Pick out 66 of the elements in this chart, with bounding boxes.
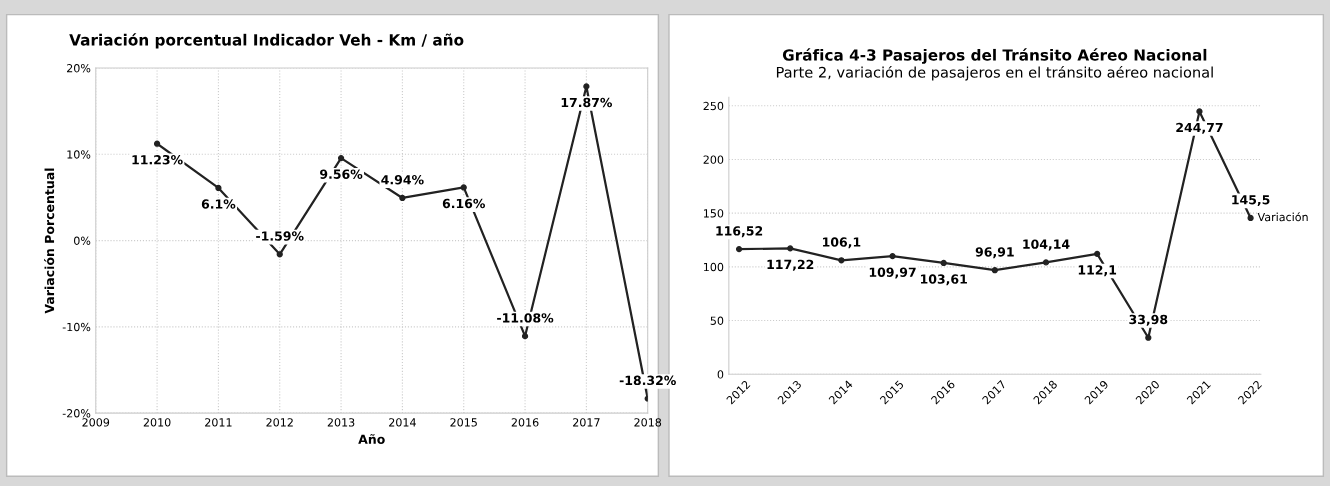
x-tick-label: 2016 [511,418,539,427]
data-label: 145,5 [1232,195,1270,207]
y-tick-label: 10% [67,150,91,159]
data-label: -18.32% [619,375,676,386]
point [215,184,222,192]
point [889,253,896,260]
x-tick-label: 2017 [573,418,600,427]
point [460,184,467,191]
data-label: 106,1 [823,237,861,249]
point [1196,108,1203,115]
x-tick-label: 2018 [634,418,662,427]
point [735,245,743,253]
data-label: 4.94% [381,174,424,185]
y-axis-title: Variación Porcentual [44,168,55,314]
point [940,259,947,267]
y-tick-label: 50 [710,316,724,325]
point [991,267,998,274]
y-tick-label: 200 [703,155,724,164]
point [399,194,406,202]
y-tick-label: -10% [62,322,91,332]
y-tick-label: 20% [67,64,91,73]
x-tick-label: 2015 [450,418,477,427]
data-label: 11.23% [132,155,183,165]
y-tick-label: 0% [74,236,91,245]
point [337,154,345,162]
x-tick-label: 2014 [389,418,416,427]
y-tick-label: 250 [703,101,724,111]
data-label: 6.16% [442,198,486,209]
data-label: 104,14 [1023,239,1070,251]
data-label: 6.1% [201,199,236,209]
point [583,83,590,90]
data-label: -11.08% [497,313,554,323]
point [1042,259,1050,266]
point [1247,214,1254,222]
y-tick-label: 0 [717,370,724,379]
point [1094,250,1101,257]
point [1145,334,1152,341]
x-tick-label: 2009 [82,418,110,427]
data-label: 109,97 [869,267,916,279]
y-tick-label: -20% [62,409,91,418]
data-label: 96,91 [975,247,1014,259]
data-label: -1.59% [256,231,304,241]
x-axis-title: Año [358,434,385,444]
data-label: 112,1 [1078,265,1117,277]
data-label: 103,61 [920,274,967,286]
point [153,140,161,147]
chart-subtitle: Parte 2, variación de pasajeros en el tránsito aéreo nacional [776,65,1213,81]
point [276,251,283,258]
chart-title: Gráfica 4-3 Pasajeros del Tránsito Aéreo Nacional [782,48,1207,64]
x-tick-label: 2011 [205,418,232,427]
data-label: 244,77 [1176,122,1223,134]
chart-title: Variación porcentual Indicador Veh - Km / año [69,33,464,49]
data-label: 9.56% [320,169,363,179]
data-label: 17.87% [561,97,613,108]
data-label: 33,98 [1129,314,1168,326]
point [838,257,845,264]
series-label: Variación [1257,212,1308,222]
x-tick-label: 2013 [327,418,355,427]
y-tick-label: 150 [703,209,724,218]
data-label: 117,22 [767,259,814,271]
x-tick-label: 2012 [266,418,293,427]
data-label: 116,52 [716,226,763,238]
x-tick-label: 2010 [143,418,171,427]
point [787,245,794,252]
point [521,333,529,340]
y-tick-label: 100 [703,262,724,272]
